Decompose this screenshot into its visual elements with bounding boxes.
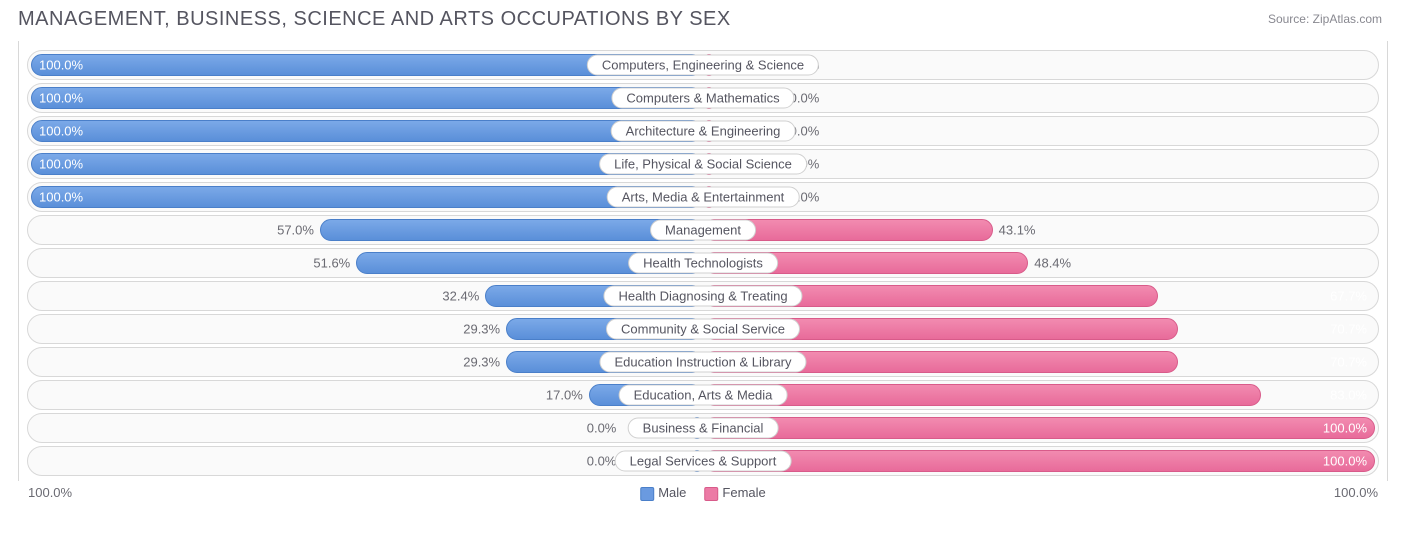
male-value-label: 100.0% — [39, 190, 83, 205]
category-label: Arts, Media & Entertainment — [607, 187, 800, 208]
chart-row: 57.0% 43.1% Management — [27, 215, 1379, 245]
axis-right-label: 100.0% — [1334, 485, 1378, 500]
category-label: Education, Arts & Media — [619, 385, 788, 406]
male-value-label: 0.0% — [587, 454, 617, 469]
male-value-label: 100.0% — [39, 91, 83, 106]
male-value-label: 17.0% — [546, 388, 583, 403]
category-label: Life, Physical & Social Science — [599, 154, 807, 175]
female-value-label: 70.7% — [1330, 322, 1367, 337]
female-value-label: 83.0% — [1330, 388, 1367, 403]
chart-row: 100.0%0.0%Arts, Media & Entertainment — [27, 182, 1379, 212]
male-value-label: 32.4% — [442, 289, 479, 304]
category-label: Management — [650, 220, 756, 241]
male-value-label: 100.0% — [39, 157, 83, 172]
male-bar — [31, 120, 703, 142]
category-label: Architecture & Engineering — [611, 121, 796, 142]
female-value-label: 67.7% — [1330, 289, 1367, 304]
category-label: Computers & Mathematics — [611, 88, 794, 109]
category-label: Legal Services & Support — [615, 451, 792, 472]
male-value-label: 100.0% — [39, 58, 83, 73]
chart-row: 0.0% 100.0% Legal Services & Support — [27, 446, 1379, 476]
chart-row: 17.0% 83.0% Education, Arts & Media — [27, 380, 1379, 410]
male-bar — [320, 219, 703, 241]
female-bar — [703, 417, 1375, 439]
legend-female-label: Female — [722, 485, 765, 500]
male-value-label: 57.0% — [277, 223, 314, 238]
female-bar — [703, 450, 1375, 472]
chart-header: MANAGEMENT, BUSINESS, SCIENCE AND ARTS O… — [18, 8, 1388, 31]
chart-row: 100.0%0.0%Architecture & Engineering — [27, 116, 1379, 146]
category-label: Education Instruction & Library — [599, 352, 806, 373]
category-label: Computers, Engineering & Science — [587, 55, 819, 76]
chart-area: 100.0% 0.0% Computers, Engineering & Scien… — [18, 41, 1388, 481]
male-value-label: 51.6% — [313, 256, 350, 271]
male-value-label: 0.0% — [587, 421, 617, 436]
chart-title: MANAGEMENT, BUSINESS, SCIENCE AND ARTS O… — [18, 8, 731, 31]
chart-row: 29.3% 70.7% Education Instruction & Librar… — [27, 347, 1379, 377]
female-value-label: 48.4% — [1034, 256, 1071, 271]
female-value-label: 70.7% — [1330, 355, 1367, 370]
axis-left-label: 100.0% — [28, 485, 72, 500]
chart-row: 0.0% 100.0% Business & Financial — [27, 413, 1379, 443]
chart-row: 100.0%0.0%Computers & Mathematics — [27, 83, 1379, 113]
male-value-label: 29.3% — [463, 322, 500, 337]
legend-female: Female — [704, 485, 765, 501]
chart-row: 100.0%0.0%Life, Physical & Social Scienc… — [27, 149, 1379, 179]
category-label: Health Diagnosing & Treating — [603, 286, 802, 307]
chart-row: 100.0%0.0%Computers, Engineering & Scien… — [27, 50, 1379, 80]
female-value-label: 43.1% — [999, 223, 1036, 238]
category-label: Community & Social Service — [606, 319, 800, 340]
female-value-label: 100.0% — [1323, 454, 1367, 469]
male-swatch-icon — [640, 487, 654, 501]
chart-source: Source: ZipAtlas.com — [1268, 12, 1382, 26]
legend-male-label: Male — [658, 485, 686, 500]
female-value-label: 100.0% — [1323, 421, 1367, 436]
male-value-label: 29.3% — [463, 355, 500, 370]
male-bar — [31, 186, 703, 208]
chart-row: 51.6% 48.4% Health Technologists — [27, 248, 1379, 278]
x-axis: 100.0% Male Female 100.0% — [18, 481, 1388, 500]
male-bar — [31, 87, 703, 109]
category-label: Business & Financial — [628, 418, 779, 439]
category-label: Health Technologists — [628, 253, 778, 274]
female-swatch-icon — [704, 487, 718, 501]
male-value-label: 100.0% — [39, 124, 83, 139]
legend: Male Female — [640, 485, 766, 501]
chart-row: 29.3% 70.7% Community & Social Service — [27, 314, 1379, 344]
legend-male: Male — [640, 485, 686, 501]
chart-row: 32.4% 67.7% Health Diagnosing & Treating — [27, 281, 1379, 311]
